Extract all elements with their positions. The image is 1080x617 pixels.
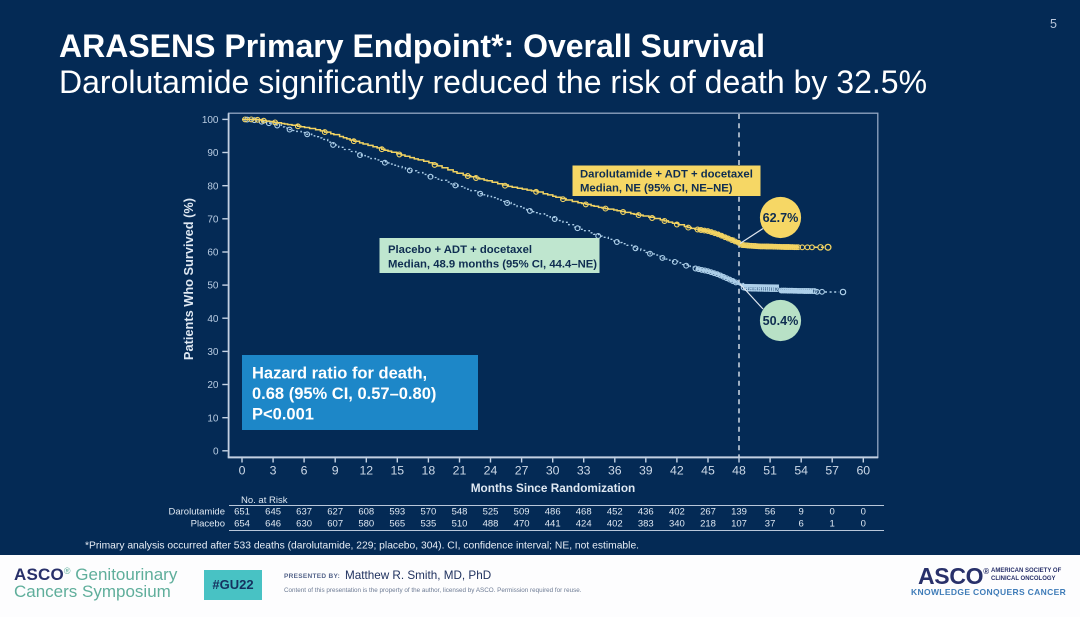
- svg-text:12: 12: [359, 464, 373, 478]
- svg-text:39: 39: [639, 464, 653, 478]
- svg-text:57: 57: [825, 464, 839, 478]
- svg-text:90: 90: [207, 148, 219, 159]
- svg-text:627: 627: [327, 507, 343, 518]
- svg-text:218: 218: [700, 519, 716, 530]
- svg-text:51: 51: [763, 464, 777, 478]
- svg-text:470: 470: [514, 519, 530, 530]
- svg-text:36: 36: [608, 464, 622, 478]
- svg-text:509: 509: [514, 507, 530, 518]
- svg-text:0: 0: [861, 519, 866, 530]
- svg-text:645: 645: [265, 507, 281, 518]
- svg-text:402: 402: [607, 519, 623, 530]
- svg-text:646: 646: [265, 519, 281, 530]
- svg-text:P<0.001: P<0.001: [252, 406, 314, 424]
- svg-text:24: 24: [484, 464, 498, 478]
- svg-text:488: 488: [483, 519, 499, 530]
- svg-text:468: 468: [576, 507, 592, 518]
- svg-text:21: 21: [453, 464, 467, 478]
- svg-text:593: 593: [389, 507, 405, 518]
- svg-text:56: 56: [765, 507, 776, 518]
- svg-text:40: 40: [207, 314, 219, 325]
- svg-text:60: 60: [207, 248, 219, 259]
- svg-text:548: 548: [452, 507, 468, 518]
- svg-text:Hazard ratio for death,: Hazard ratio for death,: [252, 365, 427, 383]
- svg-text:340: 340: [669, 519, 685, 530]
- svg-text:48: 48: [732, 464, 746, 478]
- svg-text:608: 608: [358, 507, 374, 518]
- svg-text:654: 654: [234, 519, 250, 530]
- svg-text:565: 565: [389, 519, 405, 530]
- svg-text:18: 18: [422, 464, 436, 478]
- svg-text:10: 10: [207, 413, 219, 424]
- svg-text:267: 267: [700, 507, 716, 518]
- svg-text:33: 33: [577, 464, 591, 478]
- svg-text:525: 525: [483, 507, 499, 518]
- svg-text:30: 30: [546, 464, 560, 478]
- svg-text:383: 383: [638, 519, 654, 530]
- svg-text:100: 100: [202, 115, 219, 126]
- svg-text:107: 107: [731, 519, 747, 530]
- svg-text:62.7%: 62.7%: [763, 211, 799, 225]
- svg-text:50: 50: [207, 281, 219, 292]
- svg-text:27: 27: [515, 464, 529, 478]
- svg-text:9: 9: [332, 464, 339, 478]
- svg-text:6: 6: [301, 464, 308, 478]
- svg-text:651: 651: [234, 507, 250, 518]
- svg-text:30: 30: [207, 347, 219, 358]
- svg-text:486: 486: [545, 507, 561, 518]
- svg-text:441: 441: [545, 519, 561, 530]
- svg-text:424: 424: [576, 519, 592, 530]
- svg-text:436: 436: [638, 507, 654, 518]
- svg-text:Placebo + ADT + docetaxel: Placebo + ADT + docetaxel: [388, 244, 532, 256]
- svg-text:Median, NE (95% CI, NE–NE): Median, NE (95% CI, NE–NE): [580, 183, 733, 195]
- svg-text:45: 45: [701, 464, 715, 478]
- svg-text:0: 0: [213, 446, 219, 457]
- svg-text:Darolutamide + ADT + docetaxel: Darolutamide + ADT + docetaxel: [580, 169, 753, 181]
- svg-text:0.68 (95% CI, 0.57–0.80): 0.68 (95% CI, 0.57–0.80): [252, 385, 436, 403]
- svg-text:535: 535: [420, 519, 436, 530]
- svg-text:*Primary analysis occurred aft: *Primary analysis occurred after 533 dea…: [85, 541, 639, 552]
- svg-text:1: 1: [830, 519, 835, 530]
- svg-text:Placebo: Placebo: [191, 519, 225, 530]
- svg-text:No. at Risk: No. at Risk: [241, 495, 288, 506]
- svg-text:37: 37: [765, 519, 776, 530]
- svg-text:9: 9: [799, 507, 804, 518]
- svg-text:607: 607: [327, 519, 343, 530]
- svg-text:80: 80: [207, 181, 219, 192]
- svg-text:3: 3: [270, 464, 277, 478]
- svg-text:452: 452: [607, 507, 623, 518]
- svg-text:0: 0: [830, 507, 835, 518]
- svg-text:15: 15: [390, 464, 404, 478]
- svg-text:54: 54: [794, 464, 808, 478]
- svg-text:Months Since Randomization: Months Since Randomization: [471, 481, 636, 495]
- svg-text:402: 402: [669, 507, 685, 518]
- svg-text:Darolutamide: Darolutamide: [169, 507, 226, 518]
- svg-text:Median, 48.9 months (95% CI, 4: Median, 48.9 months (95% CI, 44.4–NE): [388, 259, 597, 271]
- svg-text:0: 0: [239, 464, 246, 478]
- svg-text:580: 580: [358, 519, 374, 530]
- svg-text:637: 637: [296, 507, 312, 518]
- svg-text:60: 60: [856, 464, 870, 478]
- svg-text:139: 139: [731, 507, 747, 518]
- svg-text:0: 0: [861, 507, 866, 518]
- svg-text:Patients Who Survived (%): Patients Who Survived (%): [181, 198, 196, 360]
- svg-text:6: 6: [799, 519, 804, 530]
- svg-text:570: 570: [420, 507, 436, 518]
- svg-text:42: 42: [670, 464, 684, 478]
- svg-text:70: 70: [207, 214, 219, 225]
- svg-text:20: 20: [207, 380, 219, 391]
- svg-text:50.4%: 50.4%: [763, 314, 799, 328]
- svg-text:630: 630: [296, 519, 312, 530]
- svg-text:510: 510: [452, 519, 468, 530]
